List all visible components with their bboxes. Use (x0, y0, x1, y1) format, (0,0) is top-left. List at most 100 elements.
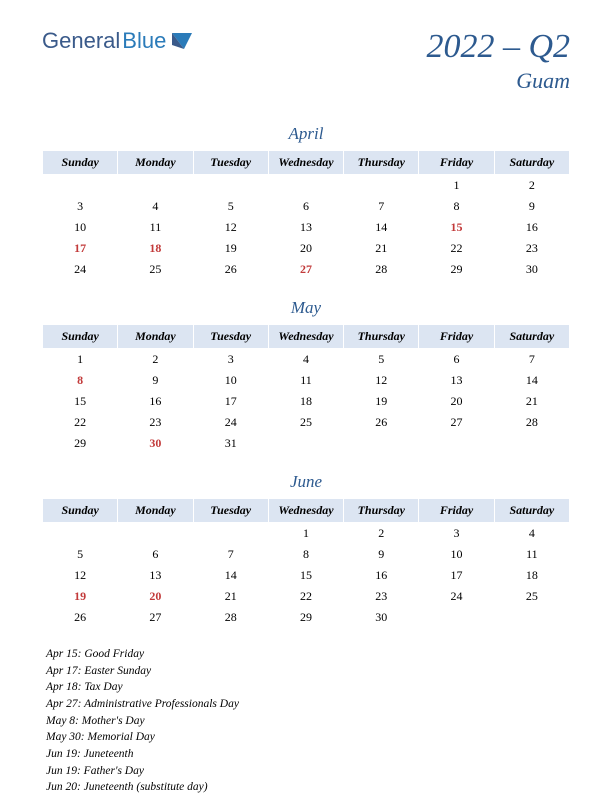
calendar-cell: 29 (419, 259, 494, 280)
calendar-cell: 10 (43, 217, 118, 238)
calendar-row: 12 (43, 175, 570, 197)
calendar-cell: 23 (494, 238, 569, 259)
calendar-cell: 27 (419, 412, 494, 433)
calendar-cell: 5 (193, 196, 268, 217)
day-header: Saturday (494, 499, 569, 523)
calendar-cell: 15 (268, 565, 343, 586)
calendar-row: 12131415161718 (43, 565, 570, 586)
calendar-cell: 17 (193, 391, 268, 412)
calendar-cell: 3 (419, 523, 494, 545)
month-name: April (42, 124, 570, 144)
calendar-cell: 2 (118, 349, 193, 371)
calendar-cell: 11 (118, 217, 193, 238)
title-main: 2022 – Q2 (426, 28, 570, 66)
calendar-row: 22232425262728 (43, 412, 570, 433)
calendar-cell: 6 (268, 196, 343, 217)
calendar-row: 19202122232425 (43, 586, 570, 607)
calendar-cell: 20 (118, 586, 193, 607)
day-header: Thursday (344, 151, 419, 175)
calendar-cell: 18 (268, 391, 343, 412)
calendar-cell: 15 (43, 391, 118, 412)
calendar-cell: 16 (494, 217, 569, 238)
month-block: MaySundayMondayTuesdayWednesdayThursdayF… (42, 298, 570, 454)
calendar-cell: 30 (344, 607, 419, 628)
calendar-table: SundayMondayTuesdayWednesdayThursdayFrid… (42, 498, 570, 628)
calendar-cell (193, 523, 268, 545)
holiday-line: Apr 27: Administrative Professionals Day (46, 696, 570, 713)
calendar-cell: 11 (494, 544, 569, 565)
logo-icon (170, 31, 194, 51)
calendar-cell: 21 (494, 391, 569, 412)
day-header: Thursday (344, 499, 419, 523)
holiday-line: Jun 19: Father's Day (46, 763, 570, 780)
day-header: Wednesday (268, 151, 343, 175)
calendar-cell: 16 (344, 565, 419, 586)
calendar-cell: 5 (43, 544, 118, 565)
day-header: Sunday (43, 325, 118, 349)
calendar-row: 10111213141516 (43, 217, 570, 238)
calendar-cell: 24 (43, 259, 118, 280)
holiday-line: Apr 18: Tax Day (46, 679, 570, 696)
calendar-cell: 4 (268, 349, 343, 371)
calendar-cell: 25 (494, 586, 569, 607)
calendar-cell: 22 (268, 586, 343, 607)
calendar-cell: 6 (118, 544, 193, 565)
calendar-cell: 20 (419, 391, 494, 412)
holiday-line: Jun 20: Juneteenth (substitute day) (46, 779, 570, 796)
calendar-cell: 28 (494, 412, 569, 433)
calendar-cell: 9 (344, 544, 419, 565)
calendar-cell: 17 (419, 565, 494, 586)
calendar-cell: 2 (494, 175, 569, 197)
calendar-cell: 19 (344, 391, 419, 412)
calendar-cell (268, 175, 343, 197)
calendar-row: 24252627282930 (43, 259, 570, 280)
calendar-cell: 6 (419, 349, 494, 371)
calendar-cell: 26 (43, 607, 118, 628)
calendar-cell: 14 (193, 565, 268, 586)
holiday-line: Apr 15: Good Friday (46, 646, 570, 663)
day-header: Friday (419, 325, 494, 349)
title-block: 2022 – Q2 Guam (426, 28, 570, 94)
calendar-cell: 12 (43, 565, 118, 586)
calendar-cell: 5 (344, 349, 419, 371)
calendar-row: 293031 (43, 433, 570, 454)
calendar-cell: 7 (344, 196, 419, 217)
holiday-line: Apr 17: Easter Sunday (46, 663, 570, 680)
calendar-cell: 29 (43, 433, 118, 454)
month-name: May (42, 298, 570, 318)
calendar-cell: 31 (193, 433, 268, 454)
calendar-cell: 13 (419, 370, 494, 391)
day-header: Tuesday (193, 325, 268, 349)
calendar-cell: 1 (419, 175, 494, 197)
calendar-cell (43, 523, 118, 545)
calendar-cell: 12 (344, 370, 419, 391)
day-header: Friday (419, 499, 494, 523)
calendar-cell: 27 (268, 259, 343, 280)
calendar-cell: 29 (268, 607, 343, 628)
day-header: Sunday (43, 151, 118, 175)
calendar-cell: 8 (43, 370, 118, 391)
day-header: Monday (118, 151, 193, 175)
calendar-row: 1234567 (43, 349, 570, 371)
day-header: Sunday (43, 499, 118, 523)
holidays-list: Apr 15: Good FridayApr 17: Easter Sunday… (42, 646, 570, 796)
calendar-cell (344, 433, 419, 454)
calendar-row: 15161718192021 (43, 391, 570, 412)
calendar-cell: 1 (268, 523, 343, 545)
calendar-cell: 10 (193, 370, 268, 391)
calendar-cell: 19 (193, 238, 268, 259)
logo-text-blue: Blue (122, 28, 166, 54)
calendar-cell: 21 (344, 238, 419, 259)
calendar-cell: 13 (268, 217, 343, 238)
calendars-container: AprilSundayMondayTuesdayWednesdayThursda… (42, 124, 570, 628)
calendar-cell: 8 (419, 196, 494, 217)
calendar-row: 17181920212223 (43, 238, 570, 259)
calendar-cell: 24 (419, 586, 494, 607)
calendar-cell: 17 (43, 238, 118, 259)
calendar-cell: 23 (344, 586, 419, 607)
day-header: Monday (118, 499, 193, 523)
calendar-cell: 8 (268, 544, 343, 565)
calendar-cell (419, 433, 494, 454)
calendar-cell (43, 175, 118, 197)
calendar-cell: 7 (494, 349, 569, 371)
